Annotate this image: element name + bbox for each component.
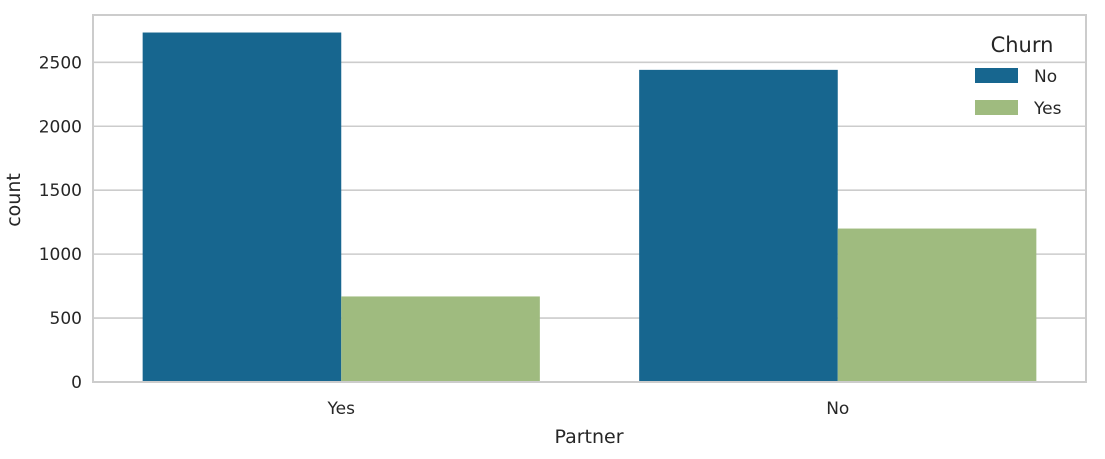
y-tick-label: 500 xyxy=(50,309,82,329)
y-axis-label: count xyxy=(3,173,25,227)
bar-yes-yes xyxy=(341,296,540,382)
x-tick-labels: Yes No xyxy=(327,399,850,419)
x-tick-label: Yes xyxy=(327,399,356,419)
legend-swatch xyxy=(975,68,1018,83)
x-tick-label: No xyxy=(826,399,849,419)
y-tick-label: 2500 xyxy=(39,53,82,73)
bars xyxy=(142,32,1037,383)
y-tick-labels: 0 500 1000 1500 2000 2500 xyxy=(39,53,82,393)
plot-frame xyxy=(92,14,1087,383)
legend: Churn No Yes xyxy=(975,33,1062,119)
y-tick-label: 0 xyxy=(71,373,82,393)
legend-label: No xyxy=(1034,67,1057,87)
bar-no-yes xyxy=(837,228,1037,382)
legend-title: Churn xyxy=(991,33,1054,57)
y-tick-label: 2000 xyxy=(39,117,82,137)
y-tick-label: 1500 xyxy=(39,181,82,201)
legend-label: Yes xyxy=(1033,99,1062,119)
y-tick-label: 1000 xyxy=(39,245,82,265)
legend-swatch xyxy=(975,100,1018,115)
bar-no-no xyxy=(639,69,838,382)
x-axis-label: Partner xyxy=(554,426,623,448)
bar-yes-no xyxy=(142,32,342,383)
